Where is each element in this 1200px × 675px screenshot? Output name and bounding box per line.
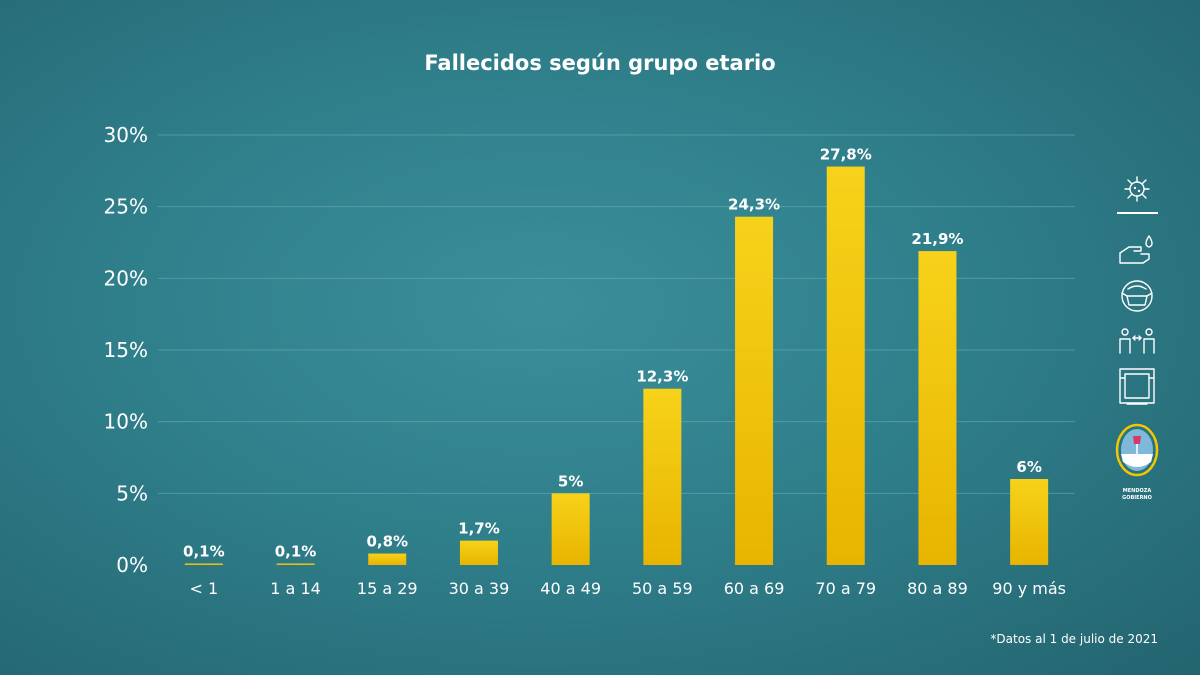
x-tick-label: 30 a 39	[449, 579, 510, 598]
x-axis: < 1 1 a 14 15 a 29 30 a 39 40 a 49 50 a 59 60 …	[190, 579, 1067, 598]
x-tick-label: 50 a 59	[632, 579, 693, 598]
bar	[826, 166, 865, 566]
window-ventilation-icon	[1119, 368, 1155, 405]
data-label: 12,3%	[636, 368, 688, 386]
y-axis: 0% 5% 10% 15% 20% 25% 30%	[104, 123, 148, 577]
bar	[276, 563, 315, 565]
data-label: 0,8%	[366, 533, 408, 551]
bar	[368, 553, 407, 565]
bar	[643, 388, 682, 565]
y-tick-label: 25%	[104, 195, 148, 219]
x-tick-label: 1 a 14	[270, 579, 321, 598]
bar	[918, 251, 957, 565]
data-label: 6%	[1016, 458, 1041, 476]
data-label: 0,1%	[275, 543, 317, 561]
bar	[735, 216, 774, 565]
bars	[184, 166, 1049, 566]
data-label: 27,8%	[820, 146, 872, 164]
x-tick-label: 80 a 89	[907, 579, 968, 598]
data-label: 0,1%	[183, 543, 225, 561]
x-tick-label: 40 a 49	[540, 579, 601, 598]
chart-title: Fallecidos según grupo etario	[424, 51, 775, 75]
y-tick-label: 5%	[116, 481, 148, 505]
x-tick-label: < 1	[190, 579, 219, 598]
data-label: 5%	[558, 472, 583, 490]
y-tick-label: 0%	[116, 553, 148, 577]
bar	[551, 493, 590, 565]
social-distance-icon	[1119, 328, 1155, 354]
face-mask-icon	[1121, 280, 1153, 312]
data-label: 24,3%	[728, 196, 780, 214]
footnote: *Datos al 1 de julio de 2021	[990, 632, 1158, 646]
y-tick-label: 15%	[104, 338, 148, 362]
x-tick-label: 90 y más	[992, 579, 1066, 598]
hand-wash-icon	[1119, 235, 1153, 264]
bar	[1010, 479, 1049, 565]
sidebar: MENDOZA GOBIERNO	[1115, 176, 1159, 501]
crest-line2: GOBIERNO	[1122, 495, 1152, 501]
virus-icon	[1124, 176, 1150, 202]
x-tick-label: 70 a 79	[815, 579, 876, 598]
y-tick-label: 20%	[104, 266, 148, 290]
bar	[459, 540, 498, 565]
y-tick-label: 10%	[104, 410, 148, 434]
data-label: 1,7%	[458, 520, 500, 538]
y-tick-label: 30%	[104, 123, 148, 147]
data-labels: 0,1% 0,1% 0,8% 1,7% 5% 12,3% 24,3% 27,8% 21,9% 6%	[183, 146, 1042, 561]
bar	[184, 563, 223, 565]
x-tick-label: 15 a 29	[357, 579, 418, 598]
x-tick-label: 60 a 69	[724, 579, 785, 598]
data-label: 21,9%	[911, 230, 963, 248]
mendoza-crest-logo: MENDOZA GOBIERNO	[1115, 423, 1159, 501]
crest-line1: MENDOZA	[1123, 488, 1152, 494]
